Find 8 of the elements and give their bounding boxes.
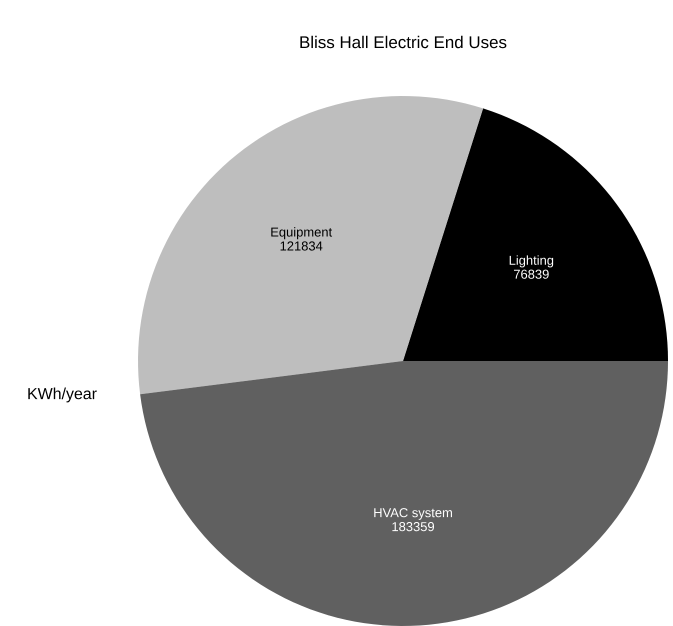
slice-label: Equipment: [271, 227, 332, 240]
data-label: 76839: [514, 270, 549, 279]
chart-title: Bliss Hall Electric End Uses: [300, 36, 506, 48]
slice-label: Lighting: [510, 255, 554, 268]
data-label: 183359: [392, 522, 434, 532]
data-label: 121834: [280, 241, 322, 251]
text: KWh/year: [28, 388, 97, 402]
slice-label: HVAC system: [374, 508, 452, 520]
